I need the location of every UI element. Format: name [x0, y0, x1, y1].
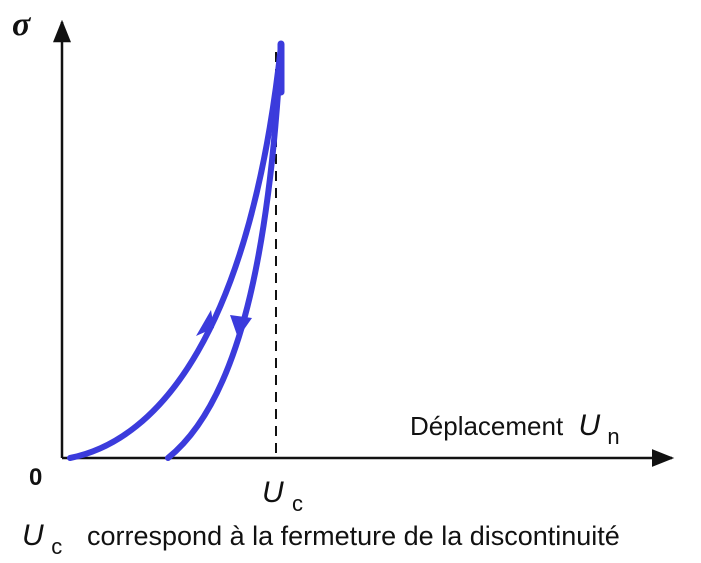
caption-text: correspond à la fermeture de la disconti…: [87, 521, 620, 551]
x-axis-symbol: U: [578, 409, 600, 442]
uc-label: U c: [262, 476, 303, 516]
caption-subscript: c: [51, 534, 62, 559]
loading-arrow-up-icon: [196, 310, 214, 336]
uc-symbol: U: [262, 476, 284, 509]
x-axis-label-text: Déplacement: [410, 411, 564, 441]
caption: U c correspond à la fermeture de la disc…: [22, 519, 620, 560]
unloading-curve: [165, 43, 284, 461]
x-axis-subscript: n: [607, 424, 619, 449]
caption-symbol: U: [22, 519, 44, 552]
origin-label: 0: [29, 464, 42, 491]
uc-subscript: c: [292, 491, 303, 516]
unloading-arrow-down-icon: [230, 315, 252, 338]
loading-curve: [67, 43, 284, 461]
x-axis-label: Déplacement U n: [410, 409, 620, 449]
y-axis-label: σ: [12, 6, 32, 43]
